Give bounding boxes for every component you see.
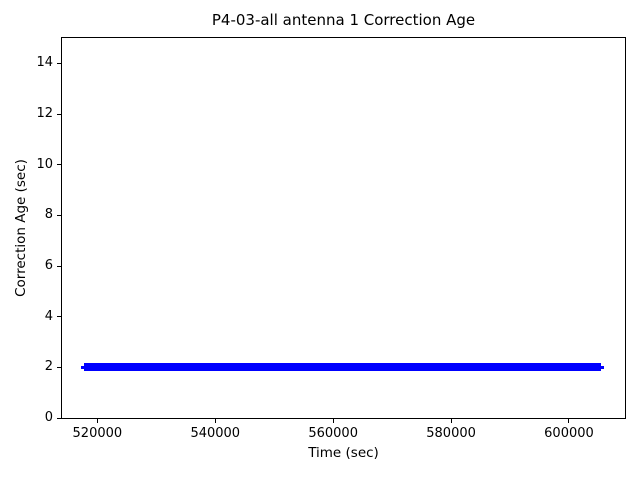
- x-tick: [332, 418, 334, 423]
- y-tick: [57, 113, 62, 115]
- x-axis-label: Time (sec): [308, 445, 379, 461]
- x-tick-label: 600000: [544, 426, 594, 441]
- y-tick-label: 8: [44, 207, 53, 223]
- x-tick-label: 580000: [426, 426, 476, 441]
- x-tick: [450, 418, 452, 423]
- y-tick: [57, 62, 62, 64]
- x-tick: [214, 418, 216, 423]
- y-tick-label: 14: [36, 55, 53, 71]
- y-axis-label: Correction Age (sec): [13, 159, 29, 297]
- y-tick: [57, 417, 62, 419]
- x-tick-label: 560000: [308, 426, 358, 441]
- y-tick-label: 6: [44, 258, 53, 273]
- y-tick-label: 10: [36, 156, 53, 172]
- y-tick: [57, 265, 62, 267]
- line-end-marker: [599, 365, 604, 369]
- line-end-marker: [81, 365, 86, 369]
- y-tick-label: 2: [44, 359, 53, 375]
- data-line: [84, 363, 601, 372]
- plot-area: [57, 37, 626, 423]
- x-tick: [568, 418, 570, 423]
- y-tick: [57, 316, 62, 318]
- y-tick-label: 0: [44, 410, 53, 425]
- x-tick-label: 540000: [190, 426, 241, 441]
- y-tick-label: 12: [36, 106, 53, 121]
- x-tick: [96, 418, 98, 423]
- x-tick-label: 520000: [72, 426, 123, 441]
- chart-title: P4-03-all antenna 1 Correction Age: [211, 11, 476, 29]
- y-tick: [57, 214, 62, 216]
- y-tick: [57, 164, 62, 166]
- y-tick-label: 4: [44, 308, 53, 324]
- y-tick: [57, 366, 62, 368]
